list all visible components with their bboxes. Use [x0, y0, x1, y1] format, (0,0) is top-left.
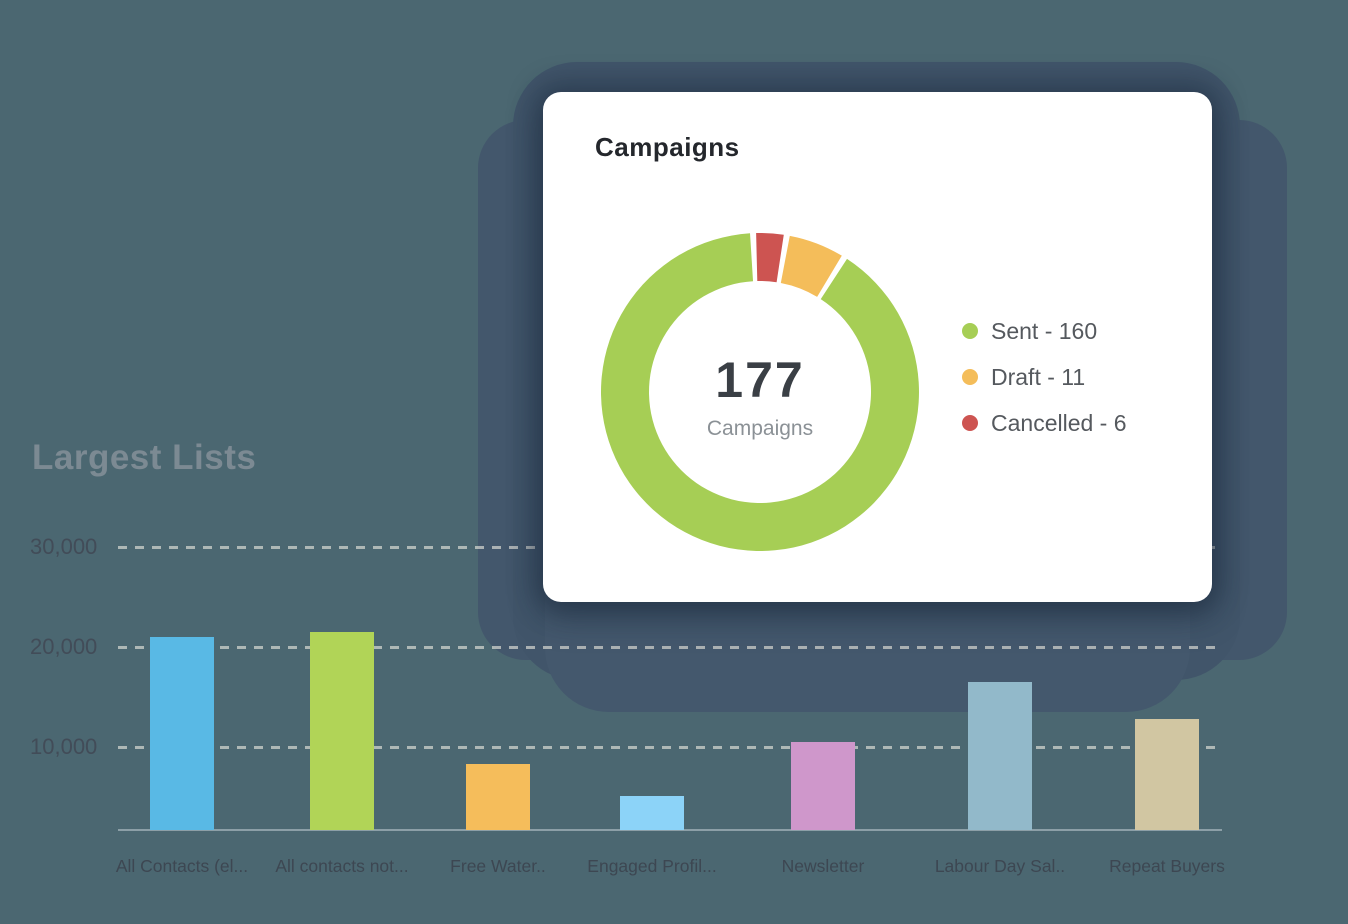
y-tick-label: 30,000: [30, 534, 98, 559]
campaigns-card-title: Campaigns: [595, 132, 740, 162]
donut-legend: Sent - 160 Draft - 11 Cancelled - 6: [962, 308, 1127, 446]
campaigns-donut-chart: 177 Campaigns: [600, 232, 920, 552]
donut-segment-cancelled: [756, 233, 784, 283]
y-tick-label: 20,000: [30, 634, 98, 659]
donut-segment-draft: [780, 235, 842, 297]
y-tick-label: 10,000: [30, 734, 98, 759]
x-axis-line: [118, 829, 1222, 831]
legend-label: Draft - 11: [991, 363, 1086, 390]
largest-lists-title: Largest Lists: [32, 438, 257, 477]
bar: [968, 682, 1032, 830]
legend-dot-sent: [962, 323, 978, 339]
x-tick-label: Engaged Profil...: [587, 856, 717, 876]
x-tick-label: Free Water..: [450, 856, 546, 876]
legend-label: Sent - 160: [991, 317, 1098, 344]
donut-svg: [600, 233, 919, 551]
gridline-10,000: [118, 746, 1222, 749]
x-tick-label: All contacts not...: [275, 856, 409, 876]
x-tick-label: Labour Day Sal..: [934, 856, 1066, 876]
legend-item-draft: Draft - 11: [962, 354, 1127, 400]
legend-dot-draft: [962, 369, 978, 385]
bar: [791, 742, 855, 830]
x-tick-label: All Contacts (el...: [115, 856, 249, 876]
legend-dot-cancelled: [962, 415, 978, 431]
legend-item-cancelled: Cancelled - 6: [962, 400, 1127, 446]
legend-label: Cancelled - 6: [991, 409, 1127, 436]
campaigns-card: Campaigns 177 Campaigns Sent - 160 Draft …: [543, 92, 1212, 602]
donut-segment-sent: [600, 233, 919, 551]
gridline-20,000: [118, 646, 1222, 649]
legend-item-sent: Sent - 160: [962, 308, 1127, 354]
bar: [466, 764, 530, 830]
bar: [1135, 719, 1199, 830]
bar: [620, 796, 684, 830]
x-tick-label: Newsletter: [781, 856, 865, 876]
x-tick-label: Repeat Buyers: [1109, 856, 1225, 876]
bar: [310, 632, 374, 830]
bar: [150, 637, 214, 830]
